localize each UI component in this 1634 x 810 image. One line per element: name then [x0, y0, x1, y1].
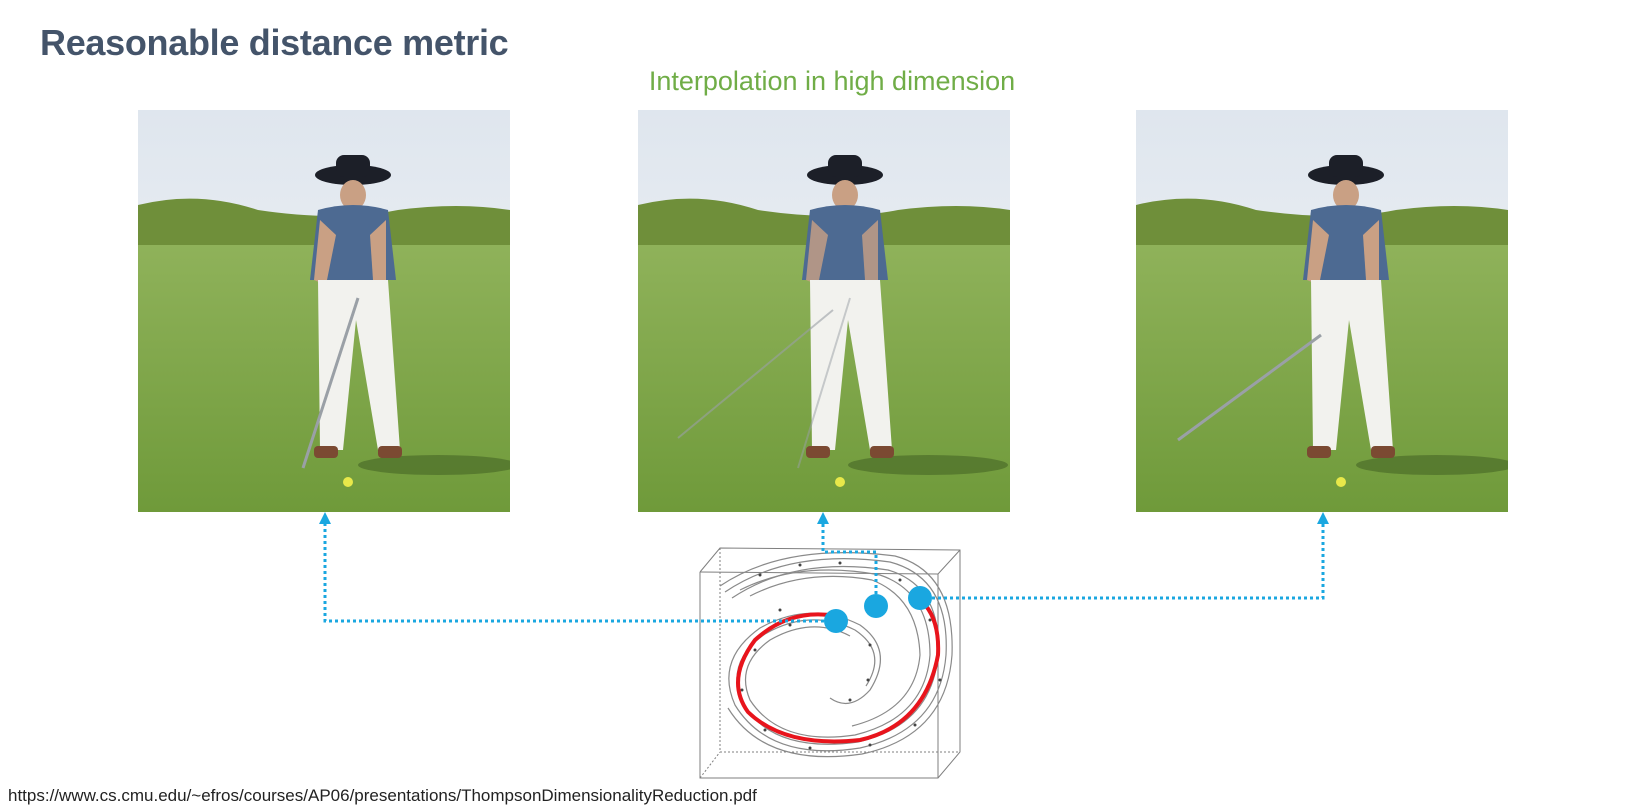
source-url[interactable]: https://www.cs.cmu.edu/~efros/courses/AP… [8, 786, 757, 805]
swiss-roll-points [719, 552, 953, 758]
connector-lines [323, 522, 1325, 623]
geodesic-path [736, 596, 941, 744]
golfer-photo-middle [638, 110, 1010, 512]
golfer-photo-left [138, 110, 510, 512]
slide-subtitle: Interpolation in high dimension [648, 66, 1016, 96]
golfer-photo-right [1136, 110, 1508, 512]
connector-arrowheads [319, 512, 1329, 524]
slide-title: Reasonable distance metric [40, 22, 509, 63]
marker-start [824, 609, 848, 633]
marker-mid [864, 594, 888, 618]
swiss-roll-dots [740, 561, 942, 750]
plot-box [699, 547, 961, 779]
interpolation-markers [824, 586, 932, 633]
marker-end [908, 586, 932, 610]
